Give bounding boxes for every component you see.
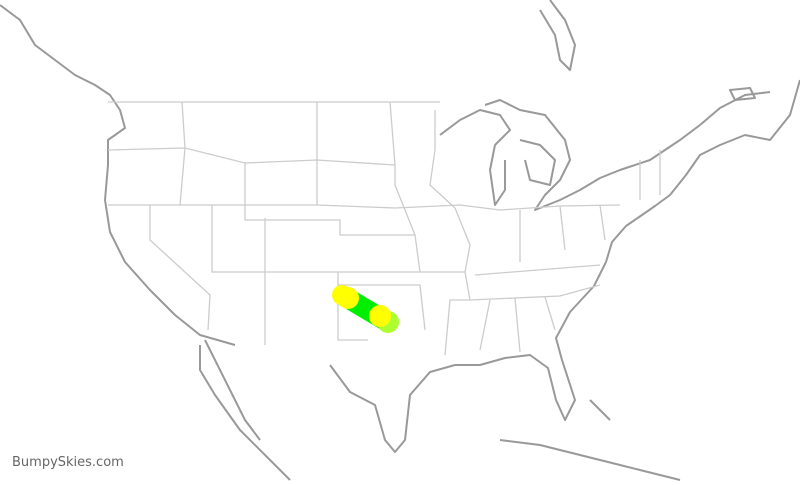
flight-route [332,285,399,333]
site-credit[interactable]: BumpySkies.com [12,455,124,470]
turbulence-marker[interactable] [337,287,359,309]
turbulence-marker[interactable] [369,305,391,327]
state-borders [107,101,661,356]
